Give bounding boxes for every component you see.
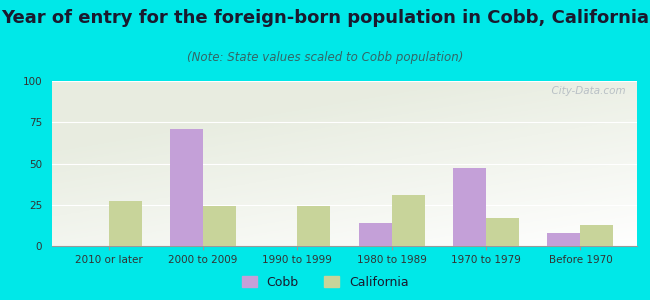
- Bar: [392, 195, 424, 246]
- Bar: [453, 168, 486, 246]
- Text: Year of entry for the foreign-born population in Cobb, California: Year of entry for the foreign-born popul…: [1, 9, 649, 27]
- Text: (Note: State values scaled to Cobb population): (Note: State values scaled to Cobb popul…: [187, 51, 463, 64]
- Bar: [203, 206, 236, 246]
- Legend: Cobb, California: Cobb, California: [237, 271, 413, 294]
- Text: City-Data.com: City-Data.com: [545, 86, 625, 96]
- Bar: [547, 233, 580, 246]
- Bar: [580, 224, 614, 246]
- Bar: [486, 218, 519, 246]
- Bar: [297, 206, 330, 246]
- Bar: [109, 202, 142, 246]
- Bar: [170, 129, 203, 246]
- Bar: [359, 223, 392, 246]
